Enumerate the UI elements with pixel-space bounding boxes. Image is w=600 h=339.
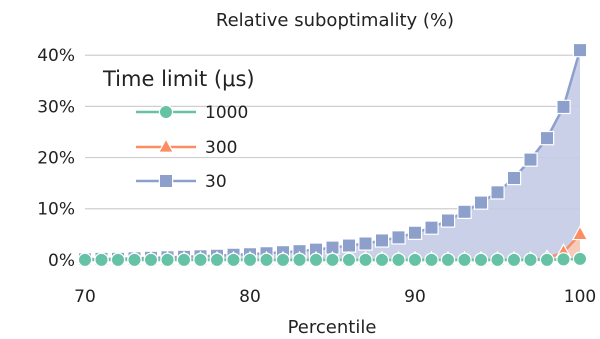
point-marker [539, 130, 555, 146]
point-marker [110, 252, 126, 268]
point-marker [226, 252, 241, 268]
point-marker [308, 252, 324, 268]
x-tick-label: 80 [239, 287, 261, 307]
point-marker [176, 252, 192, 268]
chart-title: Relative suboptimality (%) [216, 10, 454, 31]
point-marker [77, 252, 93, 268]
point-marker [506, 170, 522, 186]
point-marker [440, 252, 456, 268]
point-marker [572, 251, 588, 267]
point-marker [457, 252, 472, 268]
point-marker [292, 252, 307, 268]
area-fills [85, 50, 580, 260]
legend-label: 1000 [205, 103, 248, 123]
y-tick-label: 20% [37, 149, 75, 169]
point-marker [457, 204, 472, 219]
point-marker [94, 252, 109, 268]
point-marker [325, 252, 340, 268]
point-marker [407, 225, 423, 240]
x-tick-label: 90 [404, 287, 426, 307]
series-markers [76, 42, 589, 268]
point-marker [158, 104, 174, 120]
axes: 0% 10% 20% 30% 40% 70 80 90 100 [37, 46, 596, 307]
point-marker [506, 252, 522, 268]
area-fill [85, 50, 580, 260]
point-marker [556, 99, 571, 115]
point-marker [571, 225, 589, 241]
point-marker [424, 252, 439, 268]
point-marker [539, 252, 555, 268]
point-marker [391, 252, 406, 268]
point-marker [407, 252, 423, 268]
point-marker [143, 252, 159, 268]
point-marker [341, 238, 357, 253]
point-marker [572, 42, 588, 58]
point-marker [358, 236, 373, 251]
point-marker [374, 252, 390, 268]
y-tick-label: 0% [48, 251, 75, 271]
legend-label: 30 [205, 172, 227, 192]
point-marker [160, 252, 175, 268]
y-tick-label: 30% [37, 97, 75, 117]
point-marker [424, 220, 439, 235]
point-marker [209, 252, 225, 268]
point-marker [157, 137, 175, 153]
x-tick-label: 100 [564, 287, 596, 307]
x-axis-title: Percentile [288, 317, 377, 338]
point-marker [242, 252, 258, 268]
y-tick-label: 10% [37, 200, 75, 220]
point-marker [358, 252, 373, 268]
point-marker [440, 213, 456, 228]
point-marker [127, 252, 142, 268]
legend-items: 1000 300 30 [136, 103, 248, 192]
point-marker [341, 252, 357, 268]
point-marker [193, 252, 208, 268]
legend-title: Time limit (μs) [102, 67, 255, 91]
x-tick-label: 70 [74, 287, 96, 307]
point-marker [275, 252, 291, 268]
y-tick-label: 40% [37, 46, 75, 66]
point-marker [473, 195, 489, 210]
point-marker [391, 230, 406, 245]
point-marker [556, 252, 571, 267]
point-marker [523, 252, 538, 268]
point-marker [259, 252, 274, 268]
point-marker [158, 173, 174, 189]
point-marker [490, 252, 505, 268]
legend-label: 300 [205, 138, 237, 158]
point-marker [374, 233, 390, 248]
point-marker [490, 185, 505, 200]
point-marker [523, 152, 538, 167]
point-marker [473, 252, 489, 268]
legend: Time limit (μs) 1000 300 30 [102, 67, 255, 192]
